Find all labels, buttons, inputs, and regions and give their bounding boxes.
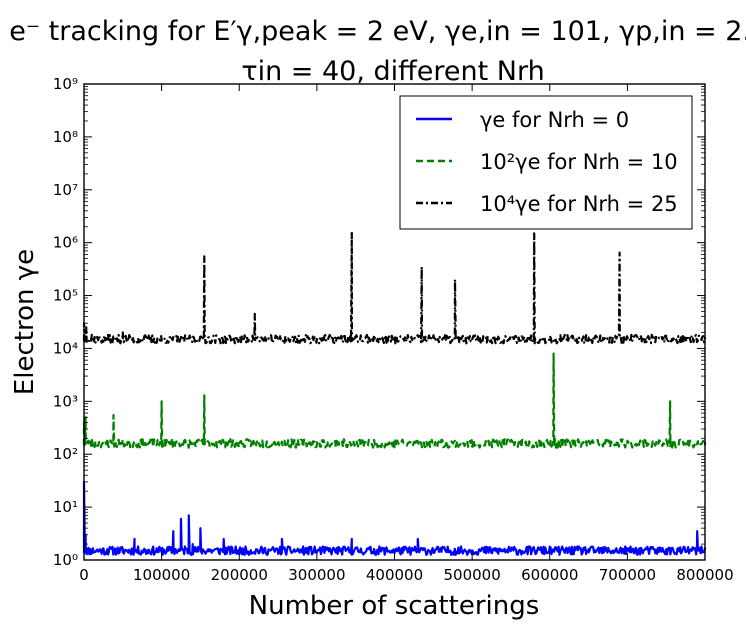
x-tick-label: 200000 (211, 566, 268, 584)
series-line-1 (82, 352, 707, 449)
y-tick-label: 10⁰ (53, 551, 78, 569)
legend-label-nrh-0: γe for Nrh = 0 (480, 108, 629, 132)
x-tick-label: 500000 (443, 566, 500, 584)
x-tick-label: 400000 (366, 566, 423, 584)
y-tick-label: 10⁴ (53, 339, 78, 357)
series-line-2 (82, 230, 707, 345)
y-tick-label: 10⁷ (53, 181, 78, 199)
legend: γe for Nrh = 0 10²γe for Nrh = 10 10⁴γe … (399, 95, 693, 230)
legend-label-nrh-25: 10⁴γe for Nrh = 25 (480, 192, 678, 216)
y-tick-label: 10⁹ (53, 75, 78, 93)
x-axis-label: Number of scatterings (249, 591, 540, 621)
y-tick-label: 10⁵ (53, 287, 78, 305)
x-tick-label: 300000 (288, 566, 345, 584)
y-tick-label: 10⁸ (53, 128, 78, 146)
y-tick-label: 10³ (53, 392, 78, 410)
x-tick-label: 100000 (133, 566, 190, 584)
axis-ticks: 0 100000 200000 300000 400000 500000 600000 700… (53, 75, 734, 584)
plot-lines (82, 230, 707, 556)
y-axis-label: Electron γe (10, 249, 40, 395)
series-line-0 (82, 480, 707, 556)
x-tick-label: 600000 (521, 566, 578, 584)
legend-label-nrh-10: 10²γe for Nrh = 10 (480, 150, 678, 174)
y-tick-label: 10² (53, 445, 78, 463)
x-tick-label: 0 (79, 566, 89, 584)
x-tick-label: 700000 (599, 566, 656, 584)
x-tick-label: 800000 (676, 566, 733, 584)
y-tick-label: 10¹ (53, 498, 78, 516)
chart-title-line-1: e⁻ tracking for E′γ,peak = 2 eV, γe,in =… (9, 16, 746, 47)
chart-title-line-2: τin = 40, different Nrh (241, 56, 544, 87)
y-tick-label: 10⁶ (53, 234, 78, 252)
